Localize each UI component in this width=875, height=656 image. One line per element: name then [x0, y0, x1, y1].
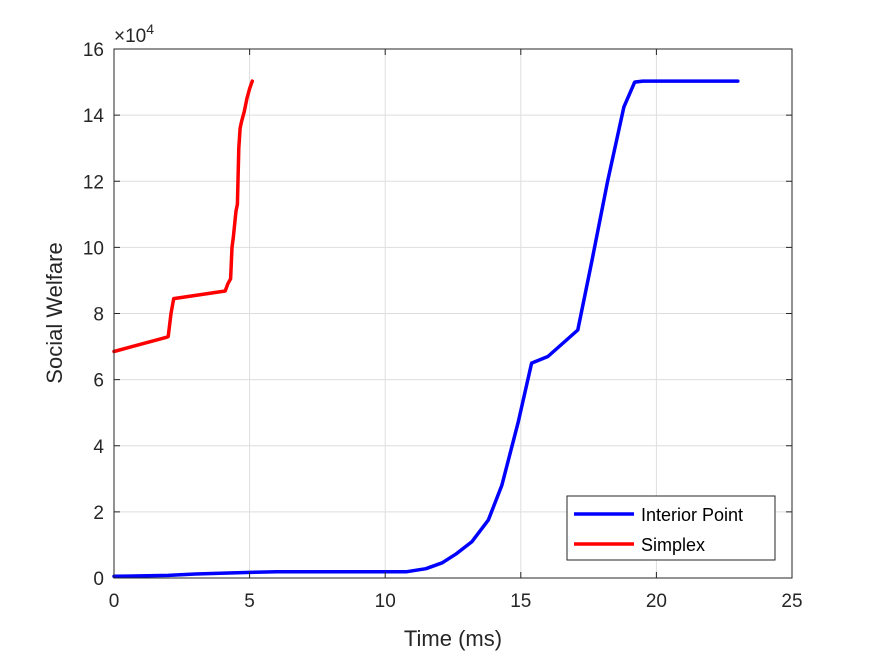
y-tick-label: 8 [93, 305, 104, 326]
x-tick-label: 20 [646, 591, 667, 612]
x-tick-label: 25 [781, 591, 802, 612]
y-tick-label: 6 [93, 371, 104, 392]
x-tick-label: 10 [375, 591, 396, 612]
legend-label-simplex: Simplex [641, 535, 705, 555]
tick-marks [113, 48, 793, 579]
y-tick-label: 2 [93, 503, 104, 524]
y-tick-label: 10 [83, 238, 104, 259]
series-line-simplex [112, 79, 255, 354]
x-tick-label: 5 [244, 591, 255, 612]
x-tick-label: 0 [109, 591, 120, 612]
x-tick-label: 15 [510, 591, 531, 612]
y-tick-label: 4 [93, 437, 104, 458]
x-tick-labels: 0 5 10 15 20 25 [109, 591, 803, 612]
series-line-interior-point [112, 79, 740, 579]
series-lines [112, 79, 740, 579]
y-tick-label: 16 [83, 40, 104, 61]
x-axis-label: Time (ms) [404, 626, 502, 651]
y-tick-label: 14 [83, 106, 105, 127]
legend: Interior Point Simplex [566, 495, 776, 561]
y-tick-labels: 0 2 4 6 8 10 12 14 16 [83, 40, 105, 590]
legend-box [566, 495, 776, 561]
y-tick-label: 12 [83, 172, 104, 193]
y-tick-label: 0 [93, 569, 104, 590]
y-axis-label: Social Welfare [42, 242, 67, 383]
legend-label-interior-point: Interior Point [641, 505, 743, 525]
y-axis-multiplier: ×104 [114, 21, 154, 47]
